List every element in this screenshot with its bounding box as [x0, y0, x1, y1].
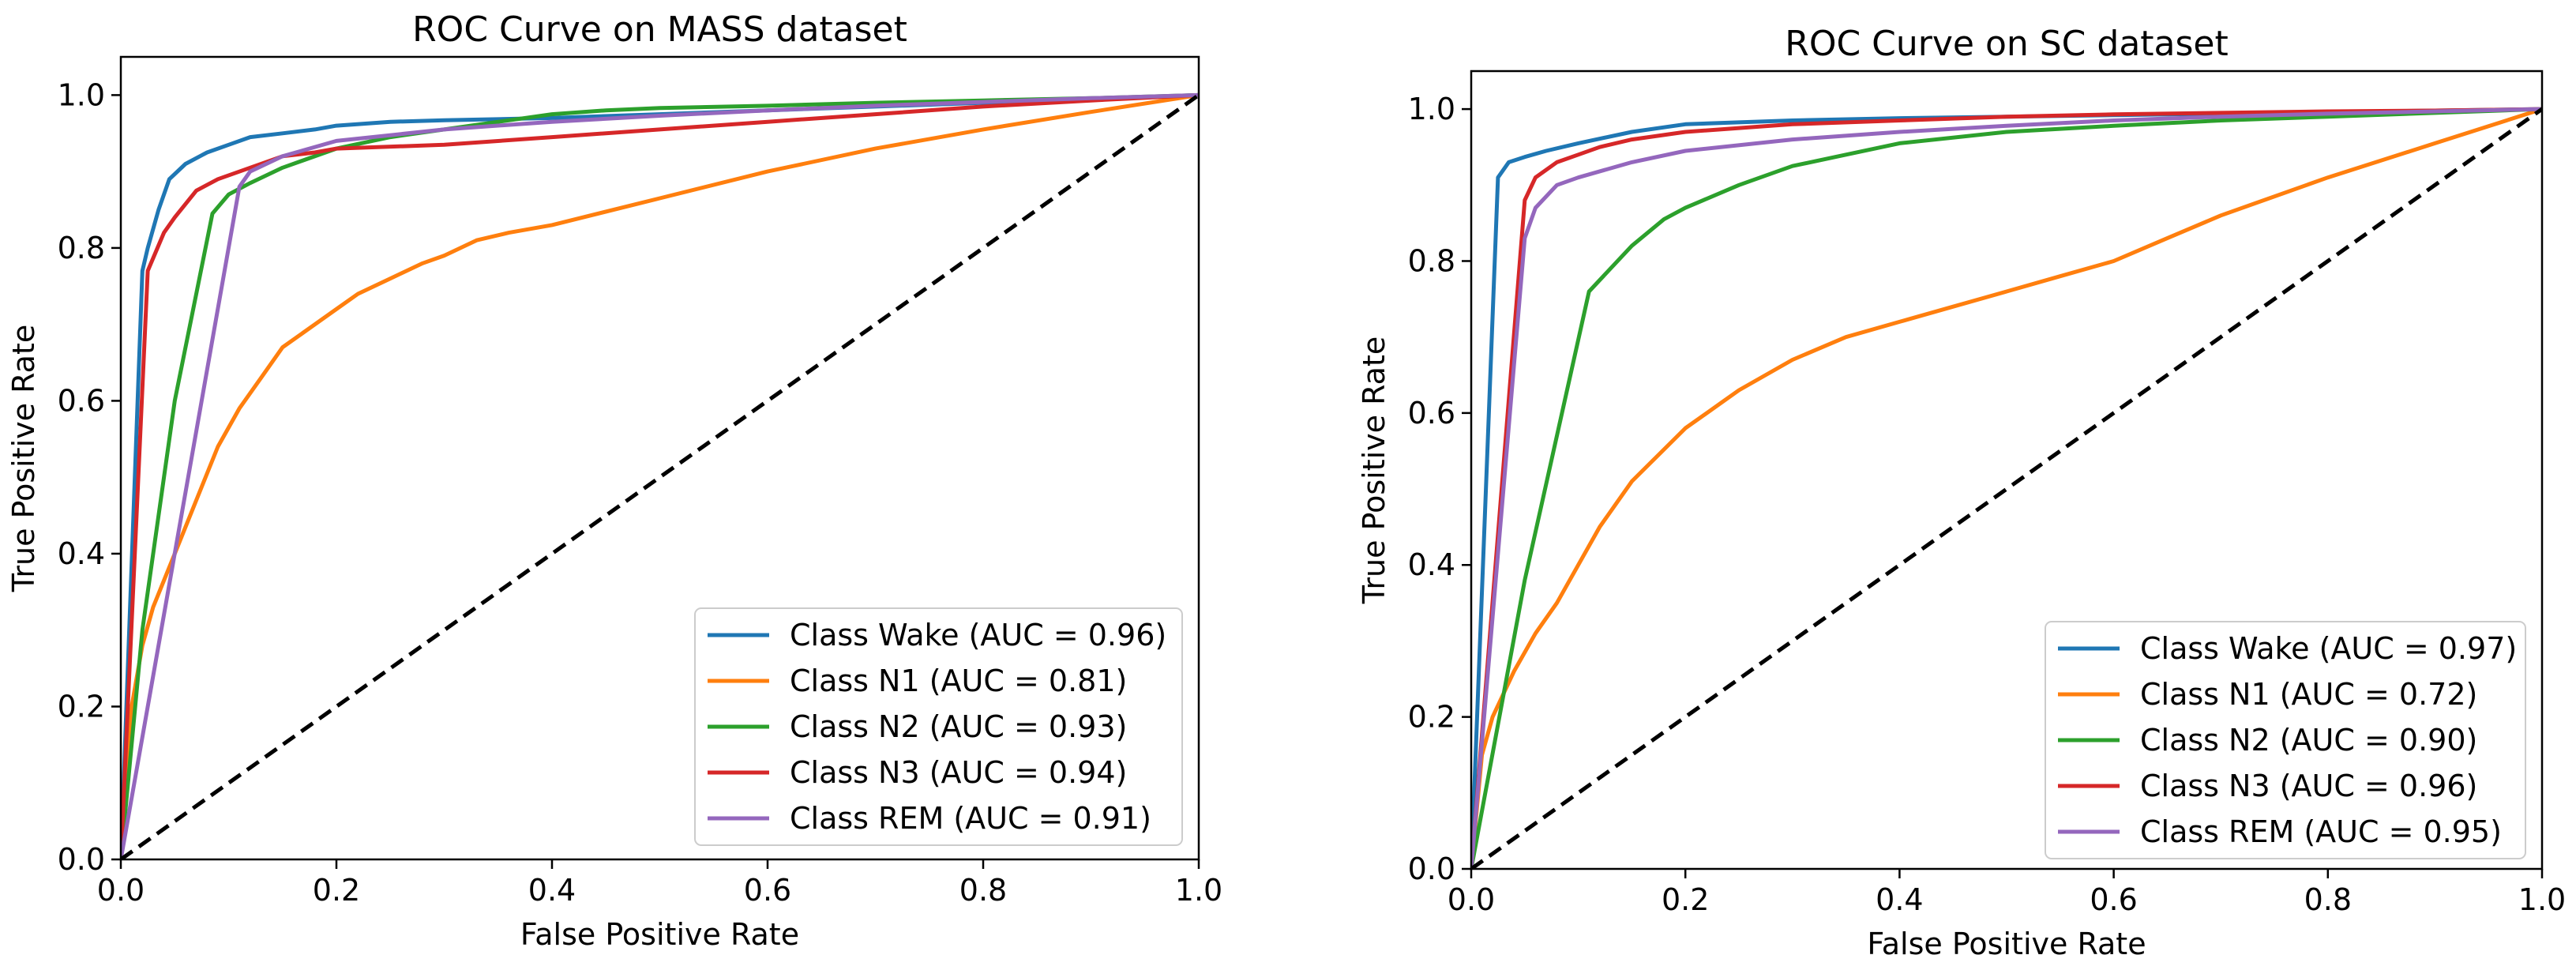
series-line-4 — [121, 92, 1199, 859]
series-group — [121, 92, 1199, 859]
reference-diagonal-line — [1471, 107, 2542, 869]
legend-label-2: Class N1 (AUC = 0.81) — [790, 664, 1127, 698]
chart-panel-2: ROC Curve on SC dataset 0.0 0.2 0.4 0.6 0.8 1.… — [1357, 24, 2566, 961]
x-tick-label: 1.0 — [2518, 882, 2566, 917]
y-tick-label: 0.8 — [58, 231, 105, 265]
chart-title: ROC Curve on MASS dataset — [412, 9, 907, 50]
x-tick-label: 1.0 — [1175, 873, 1222, 908]
legend-box — [2045, 621, 2526, 859]
legend-label-1: Class Wake (AUC = 0.97) — [2140, 631, 2517, 666]
legend: Class Wake (AUC = 0.96) Class N1 (AUC = 0… — [694, 607, 1183, 846]
x-tick-label: 0.8 — [959, 873, 1007, 908]
legend: Class Wake (AUC = 0.97) Class N1 (AUC = 0… — [2045, 621, 2526, 859]
legend-label-5: Class REM (AUC = 0.95) — [2140, 814, 2502, 849]
legend-label-2: Class N1 (AUC = 0.72) — [2140, 677, 2477, 712]
x-tick-label: 0.6 — [744, 873, 791, 908]
y-axis-label: True Positive Rate — [6, 325, 41, 593]
x-tick-label: 0.2 — [313, 873, 360, 908]
x-tick-label: 0.0 — [97, 873, 145, 908]
y-tick-label: 1.0 — [58, 77, 105, 112]
x-tick-label: 0.0 — [1448, 882, 1495, 917]
x-tick-label: 0.2 — [1662, 882, 1709, 917]
y-tick-label: 0.2 — [58, 689, 105, 724]
y-tick-label: 0.2 — [1408, 700, 1455, 735]
series-line-2 — [1471, 107, 2542, 869]
legend-box — [694, 607, 1183, 846]
legend-label-3: Class N2 (AUC = 0.90) — [2140, 723, 2477, 758]
x-axis-label: False Positive Rate — [520, 917, 799, 952]
y-tick-label: 0.0 — [58, 842, 105, 877]
x-tick-label: 0.8 — [2304, 882, 2352, 917]
series-line-4 — [1471, 107, 2542, 869]
chart-title: ROC Curve on SC dataset — [1785, 24, 2229, 64]
x-tick-label: 0.6 — [2090, 882, 2137, 917]
plot-frame — [1470, 70, 2544, 870]
y-tick-label: 0.4 — [1408, 547, 1455, 582]
legend-label-5: Class REM (AUC = 0.91) — [790, 801, 1151, 836]
y-axis-label: True Positive Rate — [1357, 336, 1391, 605]
legend-label-1: Class Wake (AUC = 0.96) — [790, 618, 1166, 652]
x-tick-label: 0.4 — [1876, 882, 1923, 917]
legend-label-4: Class N3 (AUC = 0.96) — [2140, 769, 2477, 803]
legend-label-4: Class N3 (AUC = 0.94) — [790, 755, 1127, 790]
series-line-3 — [1471, 107, 2542, 869]
legend-label-3: Class N2 (AUC = 0.93) — [790, 709, 1127, 744]
series-line-5 — [121, 92, 1199, 859]
y-tick-label: 0.8 — [1408, 243, 1455, 278]
series-group — [1471, 107, 2542, 869]
x-axis-label: False Positive Rate — [1867, 927, 2146, 961]
y-tick-label: 1.0 — [1408, 92, 1455, 126]
series-line-5 — [1471, 107, 2542, 869]
plot-frame — [119, 55, 1200, 861]
y-tick-label: 0.0 — [1408, 852, 1455, 886]
y-tick-label: 0.4 — [58, 536, 105, 571]
chart-panel-1: ROC Curve on MASS dataset 0.0 0.2 0.4 0.6 0.8… — [6, 9, 1222, 952]
x-tick-label: 0.4 — [528, 873, 576, 908]
y-tick-label: 0.6 — [1408, 396, 1455, 430]
y-tick-label: 0.6 — [58, 383, 105, 418]
